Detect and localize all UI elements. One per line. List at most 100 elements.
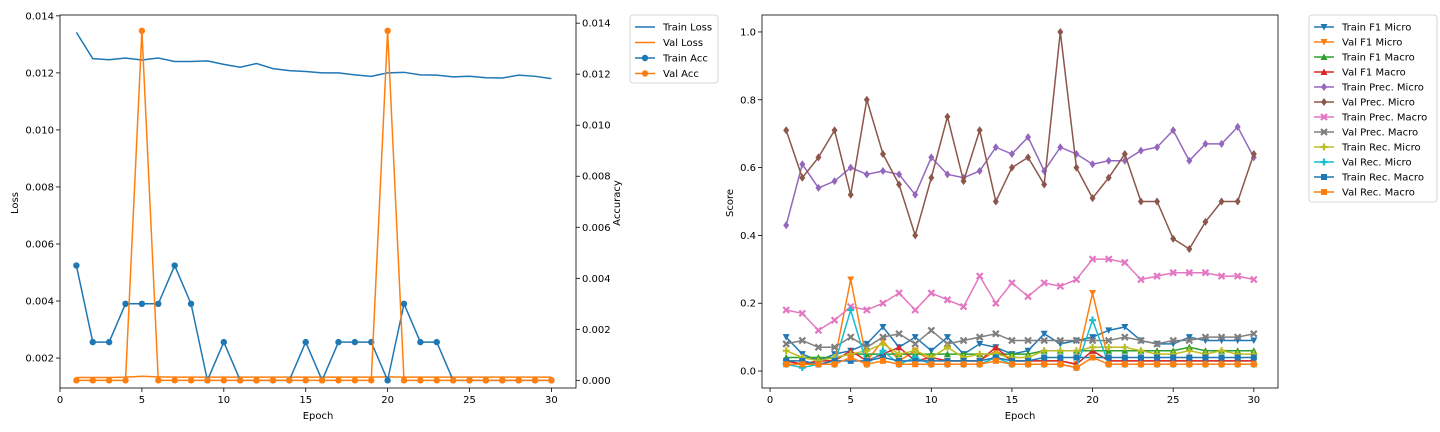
right-x-axis-label: Epoch [1005,411,1036,422]
data-point-train-rec-macro [1234,354,1241,361]
data-point-train-rec-micro [1105,343,1113,351]
data-point-train-f1-micro [1185,334,1193,341]
series-train-rec-micro [782,340,1258,365]
y2-tick-label: 0.012 [582,70,611,81]
data-point-val-prec-macro [1137,336,1145,345]
data-point-train-prec-micro [1008,150,1015,159]
data-point-train-rec-micro [879,340,887,348]
data-point-train-rec-micro [911,347,919,355]
data-point-val-rec-macro [944,361,951,368]
y-tick-label: 0.2 [740,299,756,310]
data-point-train-acc [384,377,391,384]
data-point-train-prec-macro [879,299,887,308]
data-point-val-prec-micro [1008,163,1015,172]
data-point-val-prec-macro [911,340,919,348]
data-point-train-rec-macro [847,357,854,364]
legend-marker-val-acc [641,70,649,77]
data-point-val-prec-macro [879,333,887,341]
data-point-val-rec-macro [1186,361,1193,368]
data-point-val-acc [482,377,490,384]
data-point-train-rec-macro [1025,357,1032,364]
data-point-val-prec-macro [1104,336,1113,345]
data-point-val-rec-macro [783,361,790,368]
data-point-train-f1-macro [1169,347,1177,354]
data-point-train-rec-macro [1041,354,1048,361]
data-point-val-rec-macro [1234,361,1241,368]
data-point-val-rec-macro [831,361,838,368]
left-y-axis-label: Loss [10,192,21,214]
data-point-train-rec-micro [863,347,871,355]
data-point-train-prec-macro [798,309,807,318]
data-point-val-prec-micro [992,197,999,206]
data-point-train-prec-micro [1105,156,1112,165]
data-point-val-rec-macro [1073,364,1080,371]
y-tick-label: 0.0 [740,367,756,378]
data-point-val-acc [204,377,211,384]
data-point-val-acc [384,27,391,35]
data-point-train-f1-macro [1250,347,1258,354]
data-point-val-rec-macro [1154,361,1161,368]
data-point-val-acc [236,377,244,384]
y2-tick-label: 0.004 [582,274,611,285]
data-point-train-prec-macro [814,326,823,335]
series-val-loss [76,375,552,379]
legend-label-val-prec-macro: Val Prec. Macro [1342,128,1418,139]
series-line-val-loss [76,375,552,379]
y2-tick-label: 0.000 [582,376,611,387]
data-point-val-prec-micro [1089,194,1096,203]
data-point-train-rec-micro [782,347,790,355]
legend-label-val-prec-micro: Val Prec. Micro [1342,98,1415,109]
data-point-val-prec-macro [1169,336,1177,345]
data-point-val-acc [220,377,228,384]
y2-tick-label: 0.002 [582,325,611,336]
data-point-val-prec-micro [944,112,951,121]
y-tick-label: 0.6 [740,163,756,174]
data-point-train-prec-micro [831,177,838,186]
data-point-val-acc [105,377,113,384]
data-point-train-prec-macro [1024,292,1032,301]
data-point-val-acc [515,377,522,384]
data-point-val-rec-micro [1089,316,1097,324]
data-point-val-prec-micro [896,180,903,189]
legend-marker-val-prec-macro [1320,128,1328,136]
data-point-val-prec-macro [959,336,968,345]
data-point-train-prec-macro [943,296,952,304]
legend-label-train-rec-macro: Train Rec. Macro [1341,173,1424,184]
x-tick-label: 25 [463,395,476,406]
data-point-val-rec-macro [912,361,919,368]
data-point-val-f1-micro [847,276,855,283]
x-tick-label: 10 [217,395,230,406]
data-point-val-prec-macro [1072,336,1081,345]
legend-marker-train-f1-macro [1320,53,1328,60]
legend-marker-val-f1-macro [1320,68,1328,75]
data-point-train-prec-macro [1088,255,1097,263]
data-point-val-prec-micro [1250,150,1257,159]
data-point-val-acc [433,377,440,384]
y2-tick-label: 0.008 [582,172,611,183]
data-point-val-rec-macro [992,357,999,364]
x-tick-label: 5 [848,395,854,406]
data-point-train-prec-micro [1218,139,1225,148]
data-point-train-prec-macro [1008,279,1016,287]
data-point-train-prec-macro [959,302,968,311]
legend-marker-val-f1-micro [1320,39,1328,46]
data-point-train-prec-macro [1040,279,1048,287]
data-point-val-prec-macro [1250,329,1258,338]
data-point-train-rec-macro [1057,354,1064,361]
data-point-train-acc [89,338,96,346]
data-point-train-prec-micro [912,190,919,199]
data-point-val-prec-micro [976,126,983,135]
legend-marker-val-rec-micro [1320,158,1328,166]
data-point-train-f1-micro [863,340,871,348]
y-tick-label: 0.006 [25,239,54,250]
data-point-val-prec-micro [1137,197,1144,206]
left-x-axis-label: Epoch [303,411,334,422]
data-point-val-prec-macro [814,343,823,352]
data-point-val-prec-micro [1057,27,1064,36]
legend-marker-val-rec-macro [1321,189,1327,195]
data-point-train-f1-macro [1185,343,1193,351]
legend-label-val-f1-micro: Val F1 Micro [1342,38,1402,49]
left-y2-ticks: 0.000 0.002 0.004 0.006 0.008 0.010 0.012 0.014 [576,19,611,387]
series-train-loss [75,31,552,80]
data-point-val-prec-macro [1040,336,1048,345]
